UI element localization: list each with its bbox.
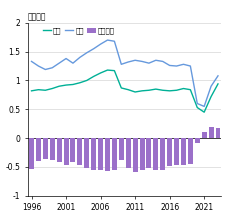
Bar — [126, 138, 131, 168]
支払 — [120, 63, 123, 66]
受取 — [72, 83, 74, 86]
Bar — [91, 138, 96, 170]
支払 — [72, 62, 74, 65]
受取 — [148, 89, 150, 92]
受取 — [168, 90, 171, 92]
Bar — [195, 138, 200, 143]
Bar — [64, 138, 69, 165]
受取 — [154, 88, 157, 90]
支払 — [106, 39, 109, 41]
Bar — [188, 138, 193, 164]
Bar — [105, 138, 110, 171]
Bar — [146, 138, 151, 168]
受取 — [127, 88, 130, 91]
受取 — [175, 89, 178, 92]
支払 — [37, 65, 40, 67]
支払 — [51, 66, 54, 69]
支払 — [85, 51, 88, 54]
受取 — [79, 82, 81, 84]
Line: 受取: 受取 — [32, 70, 218, 112]
Bar — [133, 138, 138, 172]
受取 — [99, 72, 102, 74]
支払 — [189, 65, 192, 67]
支払 — [203, 105, 205, 108]
支払 — [148, 62, 150, 65]
受取 — [30, 90, 33, 92]
Bar — [153, 138, 158, 170]
Bar — [181, 138, 186, 165]
受取 — [210, 95, 212, 98]
Bar — [98, 138, 103, 170]
支払 — [79, 56, 81, 59]
Bar — [209, 127, 214, 138]
受取 — [120, 87, 123, 89]
支払 — [210, 85, 212, 88]
受取 — [58, 85, 61, 88]
支払 — [44, 68, 47, 71]
支払 — [141, 60, 143, 63]
支払 — [99, 43, 102, 45]
受取 — [141, 90, 143, 92]
Text: （兆円）: （兆円） — [28, 12, 47, 21]
支払 — [161, 60, 164, 63]
受取 — [217, 83, 219, 85]
Bar — [215, 128, 220, 138]
Bar — [50, 138, 55, 160]
Bar — [140, 138, 145, 170]
受取 — [182, 87, 185, 90]
Bar — [77, 138, 82, 165]
支払 — [92, 48, 95, 50]
支払 — [154, 59, 157, 61]
受取 — [44, 89, 47, 92]
支払 — [127, 61, 130, 63]
受取 — [189, 88, 192, 91]
受取 — [51, 87, 54, 90]
Bar — [57, 138, 62, 162]
Bar — [167, 138, 172, 166]
Bar — [160, 138, 165, 170]
受取 — [37, 88, 40, 91]
受取 — [134, 91, 136, 93]
受取 — [65, 84, 67, 86]
支払 — [196, 102, 199, 105]
支払 — [168, 64, 171, 67]
受取 — [113, 69, 116, 72]
受取 — [161, 89, 164, 92]
支払 — [113, 40, 116, 43]
支払 — [134, 59, 136, 61]
Bar — [43, 138, 48, 159]
Bar — [112, 138, 117, 170]
Bar — [36, 138, 41, 161]
受取 — [106, 69, 109, 71]
Legend: 受取, 支払, 航空輸送: 受取, 支払, 航空輸送 — [41, 26, 116, 36]
Bar — [202, 132, 207, 138]
支払 — [58, 62, 61, 65]
受取 — [92, 75, 95, 78]
支払 — [217, 75, 219, 77]
Line: 支払: 支払 — [32, 40, 218, 106]
Bar — [29, 138, 34, 169]
Bar — [174, 138, 179, 165]
Bar — [119, 138, 124, 160]
受取 — [196, 106, 199, 109]
Bar — [84, 138, 89, 168]
受取 — [85, 79, 88, 82]
支払 — [65, 57, 67, 60]
支払 — [30, 60, 33, 63]
支払 — [175, 65, 178, 67]
支払 — [182, 63, 185, 66]
受取 — [203, 111, 205, 114]
Bar — [70, 138, 75, 162]
